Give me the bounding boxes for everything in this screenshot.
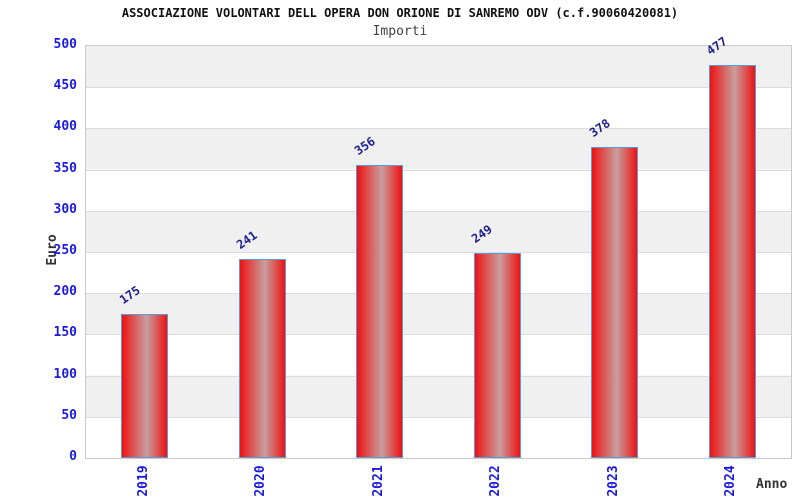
bar-2023	[591, 146, 639, 458]
bar-value-label-2021: 356	[351, 133, 378, 158]
x-tick-2021: 2021	[370, 465, 386, 497]
chart-title: ASSOCIAZIONE VOLONTARI DELL OPERA DON OR…	[121, 6, 679, 20]
gridline-100	[86, 375, 791, 377]
gridline-400	[86, 128, 791, 130]
gridline-250	[86, 252, 791, 253]
gridline-300	[86, 210, 791, 212]
bar-value-label-2023: 378	[586, 115, 613, 140]
y-tick-400: 400	[53, 119, 77, 135]
y-tick-350: 350	[53, 160, 77, 176]
x-tick-2024: 2024	[723, 465, 739, 497]
y-tick-50: 50	[61, 407, 77, 423]
y-tick-200: 200	[53, 284, 77, 300]
x-axis-title: Anno	[756, 477, 788, 492]
y-tick-300: 300	[53, 201, 77, 217]
bar-2022	[473, 252, 521, 458]
y-tick-100: 100	[53, 366, 77, 382]
x-tick-2023: 2023	[605, 465, 621, 497]
bar-value-label-2020: 241	[234, 228, 261, 253]
bar-value-label-2019: 175	[116, 282, 143, 307]
y-tick-450: 450	[53, 78, 77, 94]
y-tick-0: 0	[69, 449, 77, 464]
bar-2021	[356, 164, 404, 458]
gridline-50	[86, 416, 791, 418]
gridline-350	[86, 169, 791, 171]
bar-2020	[238, 259, 286, 458]
plot-area: 175 241 356 249 378 477	[85, 34, 792, 459]
x-tick-2022: 2022	[488, 465, 504, 497]
x-tick-2019: 2019	[135, 465, 151, 497]
bar-2024	[708, 64, 756, 458]
y-tick-150: 150	[53, 325, 77, 341]
bar-value-label-2022: 249	[469, 221, 496, 246]
gridline-450	[86, 87, 791, 89]
y-tick-250: 250	[53, 243, 77, 258]
x-tick-2020: 2020	[253, 465, 269, 497]
chart-subtitle: Importi	[372, 24, 428, 39]
bar-2019	[121, 313, 169, 458]
gridline-150	[86, 334, 791, 336]
gridline-200	[86, 293, 791, 295]
y-tick-500: 500	[53, 37, 77, 52]
